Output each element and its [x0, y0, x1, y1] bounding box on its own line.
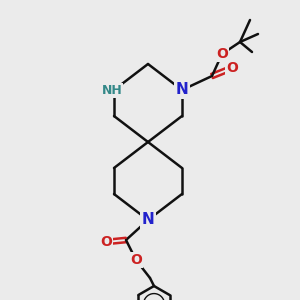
Text: O: O — [226, 61, 238, 75]
Text: N: N — [176, 82, 188, 98]
Text: O: O — [130, 253, 142, 267]
Text: N: N — [142, 212, 154, 227]
Text: O: O — [100, 235, 112, 249]
Text: O: O — [216, 47, 228, 61]
Text: NH: NH — [102, 83, 122, 97]
